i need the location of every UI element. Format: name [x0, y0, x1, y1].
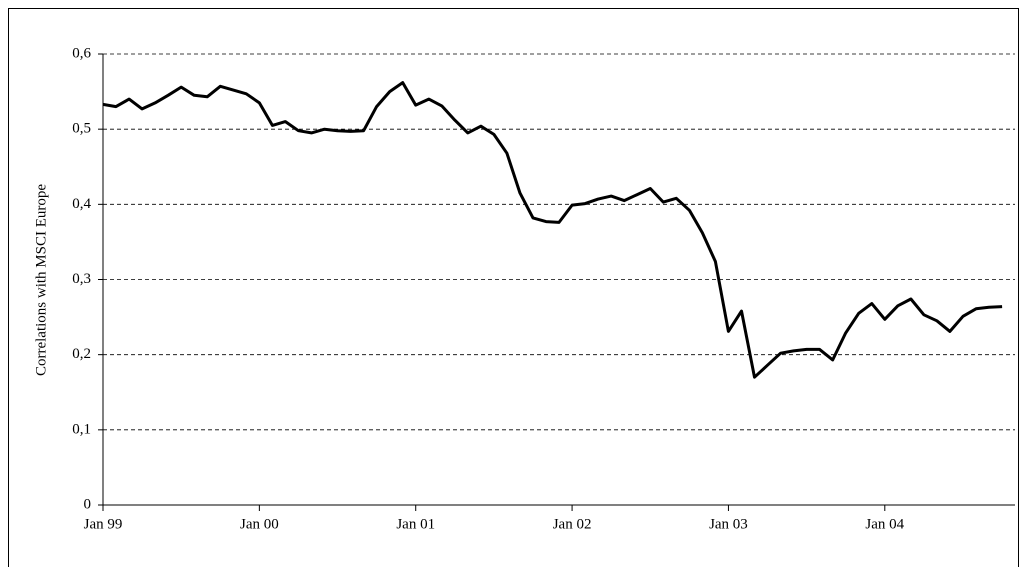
x-tick-label: Jan 03 [709, 516, 748, 532]
x-tick-label: Jan 04 [865, 516, 904, 532]
x-tick-label: Jan 99 [84, 516, 123, 532]
y-tick-label: 0,4 [72, 196, 91, 212]
y-axis-label: Correlations with MSCI Europe [33, 184, 49, 376]
y-tick-label: 0,2 [72, 346, 91, 362]
line-series [102, 81, 1003, 379]
x-tick-label: Jan 01 [396, 516, 435, 532]
x-tick-label: Jan 00 [240, 516, 279, 532]
y-tick-label: 0,5 [72, 121, 91, 137]
x-tick-label: Jan 02 [553, 516, 592, 532]
y-tick-label: 0,1 [72, 421, 91, 437]
y-tick-label: 0 [84, 496, 92, 512]
chart-frame [8, 8, 1019, 572]
y-tick-label: 0,3 [72, 271, 91, 287]
y-tick-label: 0,6 [72, 45, 91, 61]
